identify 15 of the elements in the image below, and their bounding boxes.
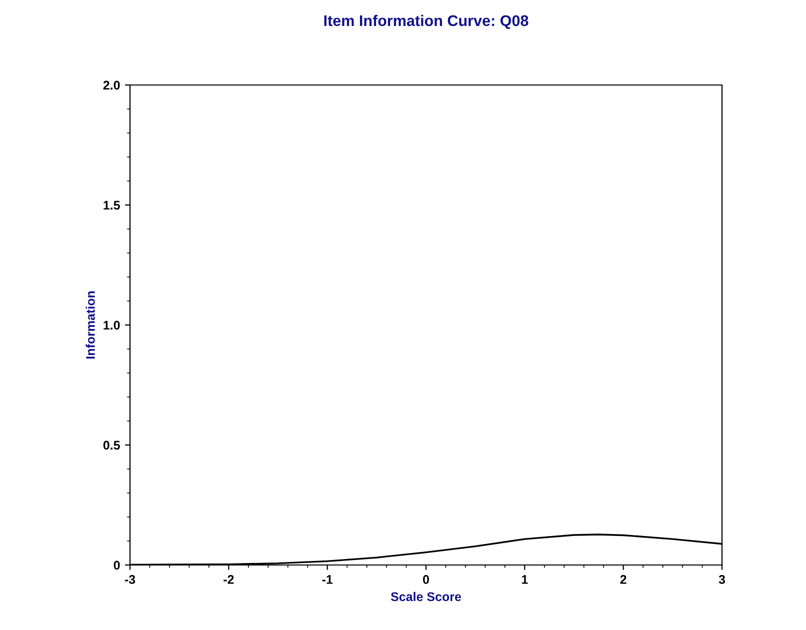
- x-tick-label: 1: [522, 575, 528, 584]
- x-axis-title: Scale Score: [390, 592, 462, 602]
- y-tick-label: 2.0: [103, 80, 120, 90]
- chart-title: Item Information Curve: Q08: [324, 14, 528, 29]
- x-tick-label: -3: [124, 575, 136, 584]
- x-tick-label: 0: [423, 575, 429, 584]
- y-tick-label: 0.5: [103, 440, 120, 450]
- y-tick-label: 0: [114, 560, 120, 570]
- y-axis-title: Information: [86, 291, 95, 359]
- x-tick-label: 2: [620, 575, 626, 584]
- x-tick-label: -2: [224, 575, 234, 584]
- y-tick-label: 1.0: [104, 320, 120, 330]
- y-tick-label: 1.5: [104, 200, 120, 210]
- x-tick-label: 3: [718, 575, 726, 584]
- x-tick-label: -1: [322, 575, 333, 584]
